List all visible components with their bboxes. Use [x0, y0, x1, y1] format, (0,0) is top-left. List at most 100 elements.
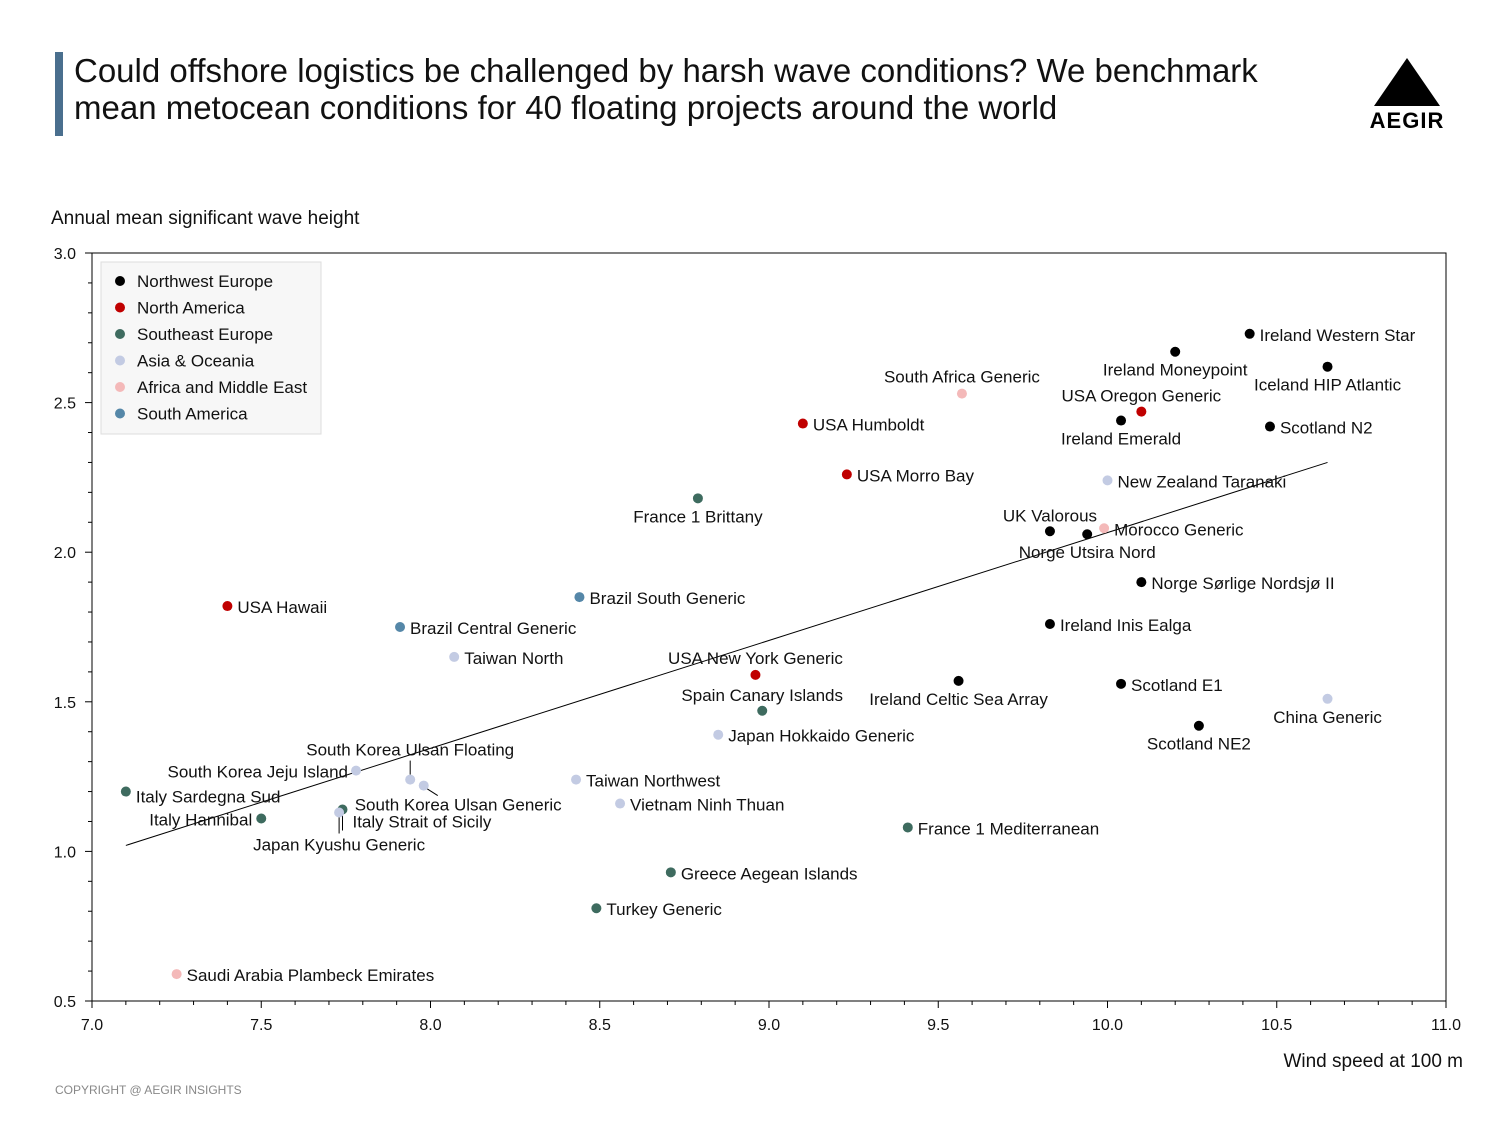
point-saudi-arabia-plambeck-emirates	[171, 969, 182, 980]
x-tick-label: 9.0	[758, 1017, 780, 1034]
point-south-korea-ulsan-generic	[418, 780, 429, 791]
point-label-usa-hawaii: USA Hawaii	[237, 598, 327, 617]
page-title: Could offshore logistics be challenged b…	[74, 52, 1258, 126]
legend-marker-north-america	[115, 302, 125, 313]
point-label-scotland-e1: Scotland E1	[1131, 676, 1223, 695]
point-norge-utsira-nord	[1082, 529, 1093, 540]
point-label-usa-oregon-generic: USA Oregon Generic	[1061, 387, 1221, 406]
point-usa-hawaii	[222, 601, 233, 612]
point-label-south-korea-ulsan-generic: South Korea Ulsan Generic	[355, 796, 562, 815]
legend-label-south-america: South America	[137, 405, 248, 424]
point-label-vietnam-ninh-thuan: Vietnam Ninh Thuan	[630, 796, 784, 815]
point-label-turkey-generic: Turkey Generic	[606, 900, 722, 919]
point-label-ireland-emerald: Ireland Emerald	[1061, 430, 1181, 449]
x-tick-label: 7.0	[81, 1017, 103, 1034]
point-south-korea-ulsan-floating	[405, 774, 416, 785]
point-label-greece-aegean-islands: Greece Aegean Islands	[681, 864, 858, 883]
point-label-italy-strait-of-sicily: Italy Strait of Sicily	[352, 813, 491, 832]
logo-text: AEGIR	[1369, 108, 1445, 133]
x-tick-label: 8.0	[419, 1017, 441, 1034]
y-tick-label: 1.0	[54, 844, 76, 861]
point-label-brazil-central-generic: Brazil Central Generic	[410, 619, 577, 638]
point-label-italy-hannibal: Italy Hannibal	[149, 810, 252, 829]
point-label-usa-humboldt: USA Humboldt	[813, 416, 925, 435]
point-south-africa-generic	[956, 388, 967, 399]
legend-marker-asia-oceania	[115, 355, 125, 366]
legend-marker-northwest-europe	[115, 276, 125, 286]
point-iceland-hip-atlantic	[1322, 361, 1333, 372]
title-accent-bar	[55, 52, 63, 136]
point-japan-hokkaido-generic	[713, 729, 724, 740]
x-tick-label: 9.5	[927, 1017, 949, 1034]
point-ireland-western-star	[1244, 328, 1255, 339]
point-label-norge-s-rlige-nordsj-ii: Norge Sørlige Nordsjø II	[1151, 574, 1334, 593]
point-usa-morro-bay	[841, 469, 852, 480]
point-greece-aegean-islands	[665, 867, 676, 878]
x-tick-label: 8.5	[589, 1017, 611, 1034]
x-tick-label: 10.0	[1092, 1017, 1123, 1034]
point-label-china-generic: China Generic	[1273, 708, 1382, 727]
legend-label-asia-oceania: Asia & Oceania	[137, 352, 255, 371]
point-south-korea-jeju-island	[351, 765, 362, 776]
y-axis-title: Annual mean significant wave height	[51, 208, 360, 229]
point-label-saudi-arabia-plambeck-emirates: Saudi Arabia Plambeck Emirates	[187, 966, 435, 985]
point-label-brazil-south-generic: Brazil South Generic	[589, 589, 745, 608]
point-scotland-e1	[1116, 678, 1127, 689]
y-tick-label: 2.5	[54, 396, 76, 413]
point-usa-humboldt	[797, 418, 808, 429]
legend-label-southeast-europe: Southeast Europe	[137, 325, 273, 344]
point-usa-oregon-generic	[1136, 406, 1147, 417]
point-label-ireland-moneypoint: Ireland Moneypoint	[1103, 361, 1248, 380]
point-morocco-generic	[1099, 523, 1110, 534]
point-label-uk-valorous: UK Valorous	[1003, 506, 1097, 525]
point-label-scotland-n2: Scotland N2	[1280, 419, 1373, 438]
point-brazil-south-generic	[574, 592, 585, 603]
point-norge-s-rlige-nordsj-ii	[1136, 577, 1147, 588]
y-tick-label: 0.5	[54, 994, 76, 1011]
point-label-norge-utsira-nord: Norge Utsira Nord	[1019, 543, 1156, 562]
point-label-south-africa-generic: South Africa Generic	[884, 368, 1040, 387]
point-label-france-1-brittany: France 1 Brittany	[633, 507, 763, 526]
point-ireland-inis-ealga	[1044, 619, 1055, 630]
point-label-south-korea-jeju-island: South Korea Jeju Island	[168, 763, 349, 782]
y-tick-label: 1.5	[54, 695, 76, 712]
point-uk-valorous	[1044, 526, 1055, 537]
y-tick-label: 3.0	[54, 246, 76, 263]
point-turkey-generic	[591, 903, 602, 914]
legend-label-north-america: North America	[137, 299, 245, 318]
copyright-text: COPYRIGHT @ AEGIR INSIGHTS	[55, 1083, 242, 1097]
point-label-ireland-western-star: Ireland Western Star	[1260, 326, 1416, 345]
leader-line-south-korea-ulsan-generic	[426, 788, 438, 796]
x-tick-label: 10.5	[1261, 1017, 1292, 1034]
point-taiwan-north	[449, 651, 460, 662]
point-italy-sardegna-sud	[120, 786, 131, 797]
point-france-1-mediterranean	[902, 822, 913, 833]
point-usa-new-york-generic	[750, 669, 761, 680]
point-ireland-moneypoint	[1170, 346, 1181, 357]
x-tick-label: 11.0	[1431, 1017, 1461, 1034]
legend-label-africa-and-middle-east: Africa and Middle East	[137, 378, 307, 397]
point-ireland-celtic-sea-array	[953, 675, 964, 686]
point-spain-canary-islands	[757, 705, 768, 716]
point-label-japan-kyushu-generic: Japan Kyushu Generic	[253, 836, 425, 855]
aegir-logo: AEGIR	[1362, 56, 1452, 136]
point-taiwan-northwest	[571, 774, 582, 785]
point-italy-hannibal	[256, 813, 267, 824]
point-china-generic	[1322, 693, 1333, 704]
x-tick-label: 7.5	[250, 1017, 272, 1034]
point-label-taiwan-north: Taiwan North	[464, 649, 563, 668]
point-label-iceland-hip-atlantic: Iceland HIP Atlantic	[1254, 376, 1402, 395]
point-france-1-brittany	[692, 493, 703, 504]
point-label-ireland-celtic-sea-array: Ireland Celtic Sea Array	[869, 690, 1048, 709]
point-japan-kyushu-generic	[334, 807, 345, 818]
point-label-new-zealand-taranaki: New Zealand Taranaki	[1118, 472, 1287, 491]
logo-triangle-icon	[1374, 58, 1440, 106]
point-ireland-emerald	[1116, 415, 1127, 426]
point-label-usa-new-york-generic: USA New York Generic	[668, 649, 843, 668]
point-label-ireland-inis-ealga: Ireland Inis Ealga	[1060, 616, 1192, 635]
point-label-france-1-mediterranean: France 1 Mediterranean	[918, 819, 1099, 838]
point-label-spain-canary-islands: Spain Canary Islands	[681, 686, 843, 705]
legend-label-northwest-europe: Northwest Europe	[137, 272, 273, 291]
legend-marker-south-america	[115, 408, 125, 419]
